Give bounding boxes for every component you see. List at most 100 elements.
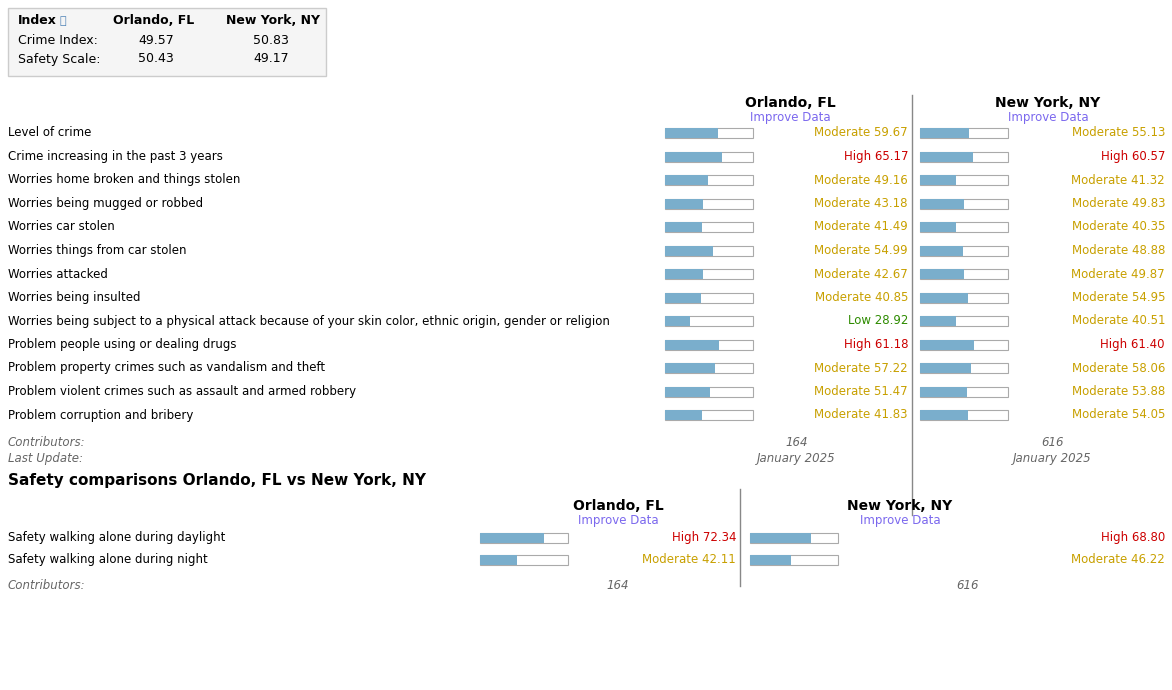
Text: Moderate 40.35: Moderate 40.35 — [1071, 221, 1165, 233]
Text: Safety walking alone during night: Safety walking alone during night — [8, 553, 207, 566]
Bar — [920, 386, 1008, 397]
Bar — [665, 269, 702, 279]
Text: Moderate 54.95: Moderate 54.95 — [1071, 291, 1165, 304]
Text: High 60.57: High 60.57 — [1101, 150, 1165, 163]
Text: Problem violent crimes such as assault and armed robbery: Problem violent crimes such as assault a… — [8, 385, 356, 398]
Text: Moderate 40.51: Moderate 40.51 — [1071, 315, 1165, 328]
Bar — [665, 316, 752, 326]
Bar — [665, 246, 752, 255]
Bar — [665, 199, 703, 208]
Text: Improve Data: Improve Data — [860, 514, 940, 527]
Text: Safety walking alone during daylight: Safety walking alone during daylight — [8, 531, 225, 544]
Bar — [920, 293, 968, 302]
Text: Low 28.92: Low 28.92 — [847, 315, 908, 328]
Text: New York, NY: New York, NY — [995, 96, 1101, 110]
Text: Contributors:: Contributors: — [8, 579, 86, 592]
Text: ⓘ: ⓘ — [60, 16, 67, 26]
Text: Worries being subject to a physical attack because of your skin color, ethnic or: Worries being subject to a physical atta… — [8, 315, 609, 328]
Bar — [481, 555, 517, 564]
Text: Moderate 49.87: Moderate 49.87 — [1071, 268, 1165, 281]
Text: Worries home broken and things stolen: Worries home broken and things stolen — [8, 173, 240, 186]
Text: Improve Data: Improve Data — [750, 112, 830, 124]
Text: 49.17: 49.17 — [253, 52, 288, 66]
Text: Safety Scale:: Safety Scale: — [18, 52, 101, 66]
Bar — [665, 363, 752, 373]
Bar — [920, 269, 963, 279]
Bar — [665, 152, 722, 161]
Text: High 72.34: High 72.34 — [672, 531, 736, 544]
Text: Moderate 42.11: Moderate 42.11 — [642, 553, 736, 566]
Text: Crime Index:: Crime Index: — [18, 34, 98, 46]
Text: January 2025: January 2025 — [1013, 452, 1092, 465]
Text: Improve Data: Improve Data — [1008, 112, 1089, 124]
Text: Moderate 41.49: Moderate 41.49 — [815, 221, 908, 233]
Bar — [665, 128, 752, 138]
Bar — [920, 175, 1008, 185]
Bar — [665, 152, 752, 161]
Bar — [920, 246, 1008, 255]
Bar — [920, 246, 963, 255]
Text: New York, NY: New York, NY — [847, 498, 953, 513]
Text: Orlando, FL: Orlando, FL — [573, 498, 663, 513]
Text: Moderate 51.47: Moderate 51.47 — [815, 385, 908, 398]
Bar — [920, 175, 956, 185]
Bar — [750, 533, 811, 542]
Bar — [920, 410, 1008, 420]
Bar — [920, 152, 973, 161]
Text: Worries car stolen: Worries car stolen — [8, 221, 115, 233]
Bar — [665, 316, 690, 326]
Bar — [665, 293, 752, 302]
Text: 50.83: 50.83 — [253, 34, 289, 46]
Text: Level of crime: Level of crime — [8, 126, 91, 139]
Bar — [920, 293, 1008, 302]
Bar — [665, 339, 718, 350]
Bar — [665, 269, 752, 279]
Text: January 2025: January 2025 — [757, 452, 836, 465]
Text: Moderate 59.67: Moderate 59.67 — [815, 126, 908, 139]
Bar — [665, 222, 752, 232]
Text: High 65.17: High 65.17 — [844, 150, 908, 163]
Text: Worries attacked: Worries attacked — [8, 268, 108, 281]
Bar — [920, 222, 955, 232]
Text: Moderate 41.32: Moderate 41.32 — [1071, 173, 1165, 186]
Bar — [920, 199, 1008, 208]
Text: Moderate 55.13: Moderate 55.13 — [1071, 126, 1165, 139]
Bar — [920, 363, 1008, 373]
Text: 50.43: 50.43 — [138, 52, 173, 66]
Text: 164: 164 — [607, 579, 629, 592]
Text: 49.57: 49.57 — [138, 34, 173, 46]
Bar — [920, 199, 963, 208]
Text: Orlando, FL: Orlando, FL — [113, 14, 195, 28]
Bar — [665, 386, 752, 397]
Bar — [665, 128, 717, 138]
Bar — [481, 533, 568, 542]
Text: Moderate 49.16: Moderate 49.16 — [815, 173, 908, 186]
Text: Improve Data: Improve Data — [578, 514, 659, 527]
Bar — [665, 410, 702, 420]
Text: Worries things from car stolen: Worries things from car stolen — [8, 244, 186, 257]
Text: Moderate 46.22: Moderate 46.22 — [1071, 553, 1165, 566]
Bar — [920, 339, 974, 350]
Bar — [665, 199, 752, 208]
Text: Moderate 57.22: Moderate 57.22 — [815, 362, 908, 375]
Text: Index: Index — [18, 14, 57, 28]
Bar — [920, 386, 967, 397]
Bar — [665, 339, 752, 350]
Text: Problem corruption and bribery: Problem corruption and bribery — [8, 408, 193, 422]
Bar — [920, 128, 968, 138]
Bar — [665, 386, 710, 397]
Text: Moderate 58.06: Moderate 58.06 — [1071, 362, 1165, 375]
Bar — [665, 293, 701, 302]
Text: Problem property crimes such as vandalism and theft: Problem property crimes such as vandalis… — [8, 362, 325, 375]
Text: Orlando, FL: Orlando, FL — [744, 96, 836, 110]
Text: Moderate 42.67: Moderate 42.67 — [815, 268, 908, 281]
Text: Worries being insulted: Worries being insulted — [8, 291, 141, 304]
Text: Moderate 49.83: Moderate 49.83 — [1071, 197, 1165, 210]
Bar — [920, 316, 1008, 326]
Bar — [481, 555, 568, 564]
Bar — [665, 175, 708, 185]
Text: High 61.40: High 61.40 — [1101, 338, 1165, 351]
Bar — [920, 410, 968, 420]
Text: 616: 616 — [956, 579, 979, 592]
Text: High 68.80: High 68.80 — [1101, 531, 1165, 544]
